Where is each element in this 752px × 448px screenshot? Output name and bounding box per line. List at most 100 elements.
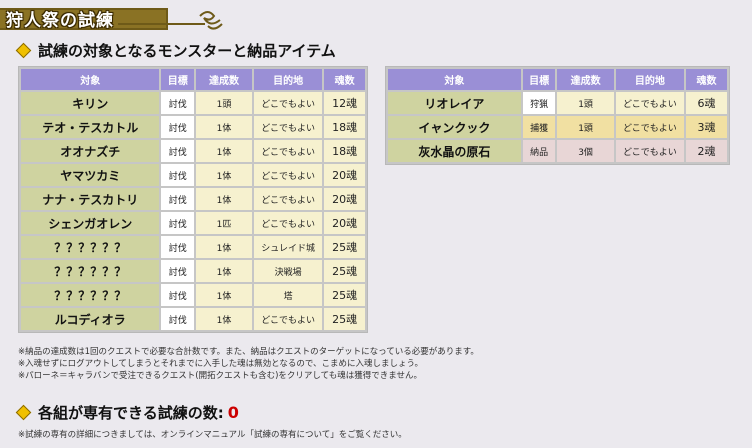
cell-amount: 1体 xyxy=(196,236,253,258)
cell-place: どこでもよい xyxy=(254,188,323,210)
cell-place: どこでもよい xyxy=(254,140,323,162)
target-table-right: 対象 目標 達成数 目的地 魂数 リオレイア 狩猟 1頭 どこでもよい 6魂 イャンクック… xyxy=(385,66,730,165)
cell-amount: 1匹 xyxy=(196,212,253,234)
table-header-row: 対象 目標 達成数 目的地 魂数 xyxy=(388,69,727,90)
cell-target: リオレイア xyxy=(388,92,521,114)
cell-souls: 25魂 xyxy=(324,308,365,330)
cell-place: どこでもよい xyxy=(254,116,323,138)
cell-place: どこでもよい xyxy=(254,308,323,330)
column-header-souls: 魂数 xyxy=(686,69,727,90)
cell-souls: 6魂 xyxy=(686,92,727,114)
cell-amount: 1体 xyxy=(196,140,253,162)
table-row: ？？？？？？ 討伐 1体 決戦場 25魂 xyxy=(21,260,365,282)
cell-place: どこでもよい xyxy=(615,92,685,114)
cell-goal: 討伐 xyxy=(161,116,195,138)
column-header-target: 対象 xyxy=(21,69,160,90)
table-row: ？？？？？？ 討伐 1体塔 25魂 xyxy=(21,284,365,306)
table-row: ヤマツカミ 討伐 1体 どこでもよい 20魂 xyxy=(21,164,365,186)
cell-place: どこでもよい xyxy=(615,140,685,162)
cell-souls: 2魂 xyxy=(686,140,727,162)
table-row: オオナズチ 討伐 1体 どこでもよい 18魂 xyxy=(21,140,365,162)
banner-ornament-icon xyxy=(0,8,223,30)
cell-target: ？？？？？？ xyxy=(21,284,160,306)
cell-amount: 1体 xyxy=(196,308,253,330)
diamond-bullet-icon xyxy=(15,42,32,59)
cell-souls: 20魂 xyxy=(324,188,365,210)
cell-amount: 1体 xyxy=(196,188,253,210)
section-heading-targets: 試練の対象となるモンスターと納品アイテム xyxy=(15,40,336,61)
cell-target: ナナ・テスカトリ xyxy=(21,188,160,210)
note-line: ※納品の達成数は1回のクエストで必要な合計数です。また、納品はクエストのターゲッ… xyxy=(18,347,479,357)
cell-place: どこでもよい xyxy=(254,212,323,234)
table-header-row: 対象 目標 達成数 目的地 魂数 xyxy=(21,69,365,90)
cell-goal: 討伐 xyxy=(161,212,195,234)
cell-goal: 討伐 xyxy=(161,140,195,162)
cell-target: ？？？？？？ xyxy=(21,236,160,258)
table-row: イャンクック 捕獲 1頭 どこでもよい 3魂 xyxy=(388,116,727,138)
cell-place: どこでもよい xyxy=(254,164,323,186)
cell-target: キリン xyxy=(21,92,160,114)
cell-place: どこでもよい xyxy=(254,92,323,114)
column-header-target: 対象 xyxy=(388,69,521,90)
cell-target: ヤマツカミ xyxy=(21,164,160,186)
cell-goal: 討伐 xyxy=(161,236,195,258)
cell-amount: 1頭 xyxy=(557,116,614,138)
cell-amount: 1頭 xyxy=(557,92,614,114)
cell-souls: 25魂 xyxy=(324,260,365,282)
cell-goal: 討伐 xyxy=(161,284,195,306)
page-title: 狩人祭の試練 xyxy=(6,11,114,31)
diamond-bullet-icon xyxy=(15,404,32,421)
table-row: ナナ・テスカトリ 討伐 1体 どこでもよい 20魂 xyxy=(21,188,365,210)
cell-goal: 討伐 xyxy=(161,308,195,330)
footnote: ※試練の専有の詳細につきましては、オンラインマニュアル「試練の専有について」をご… xyxy=(18,430,407,440)
cell-amount: 1体 xyxy=(196,116,253,138)
cell-goal: 捕獲 xyxy=(522,116,556,138)
occupancy-count: 0 xyxy=(227,403,239,422)
column-header-amount: 達成数 xyxy=(557,69,614,90)
cell-amount: 1頭 xyxy=(196,92,253,114)
cell-souls: 18魂 xyxy=(324,140,365,162)
column-header-goal: 目標 xyxy=(522,69,556,90)
cell-souls: 12魂 xyxy=(324,92,365,114)
cell-place: 決戦場 xyxy=(254,260,323,282)
target-table-left: 対象 目標 達成数 目的地 魂数 キリン 討伐 1頭 どこでもよい 12魂 テオ・テスカト… xyxy=(18,66,368,333)
cell-goal: 納品 xyxy=(522,140,556,162)
cell-amount: 3個 xyxy=(557,140,614,162)
cell-target: ？？？？？？ xyxy=(21,260,160,282)
column-header-place: 目的地 xyxy=(254,69,323,90)
column-header-amount: 達成数 xyxy=(196,69,253,90)
cell-souls: 18魂 xyxy=(324,116,365,138)
section-heading-occupancy: 各組が専有できる試練の数: 0 xyxy=(15,402,239,423)
cell-goal: 討伐 xyxy=(161,260,195,282)
cell-amount: 1体 xyxy=(196,260,253,282)
section-heading-text: 試練の対象となるモンスターと納品アイテム xyxy=(38,42,336,60)
cell-souls: 20魂 xyxy=(324,212,365,234)
table-row: 灰水晶の原石 納品 3個 どこでもよい 2魂 xyxy=(388,140,727,162)
cell-target: 灰水晶の原石 xyxy=(388,140,521,162)
table-row: テオ・テスカトル 討伐 1体 どこでもよい 18魂 xyxy=(21,116,365,138)
cell-souls: 3魂 xyxy=(686,116,727,138)
cell-amount: 1体 xyxy=(196,164,253,186)
table-row: ？？？？？？ 討伐 1体 シュレイド城 25魂 xyxy=(21,236,365,258)
cell-goal: 討伐 xyxy=(161,188,195,210)
cell-souls: 25魂 xyxy=(324,284,365,306)
cell-goal: 討伐 xyxy=(161,92,195,114)
column-header-goal: 目標 xyxy=(161,69,195,90)
cell-souls: 20魂 xyxy=(324,164,365,186)
table-row: キリン 討伐 1頭 どこでもよい 12魂 xyxy=(21,92,365,114)
cell-goal: 討伐 xyxy=(161,164,195,186)
column-header-souls: 魂数 xyxy=(324,69,365,90)
cell-target: テオ・テスカトル xyxy=(21,116,160,138)
header-banner: 狩人祭の試練 xyxy=(0,0,752,38)
cell-target: イャンクック xyxy=(388,116,521,138)
note-line: ※パローネ＝キャラバンで受注できるクエスト(開拓クエストも含む)をクリアしても魂… xyxy=(18,371,422,381)
cell-souls: 25魂 xyxy=(324,236,365,258)
table-row: リオレイア 狩猟 1頭 どこでもよい 6魂 xyxy=(388,92,727,114)
cell-place: シュレイド城 xyxy=(254,236,323,258)
cell-target: シェンガオレン xyxy=(21,212,160,234)
column-header-place: 目的地 xyxy=(615,69,685,90)
cell-goal: 狩猟 xyxy=(522,92,556,114)
notes-block: ※納品の達成数は1回のクエストで必要な合計数です。また、納品はクエストのターゲッ… xyxy=(18,346,479,382)
cell-place: 塔 xyxy=(254,284,323,306)
table-row: シェンガオレン 討伐 1匹 どこでもよい 20魂 xyxy=(21,212,365,234)
